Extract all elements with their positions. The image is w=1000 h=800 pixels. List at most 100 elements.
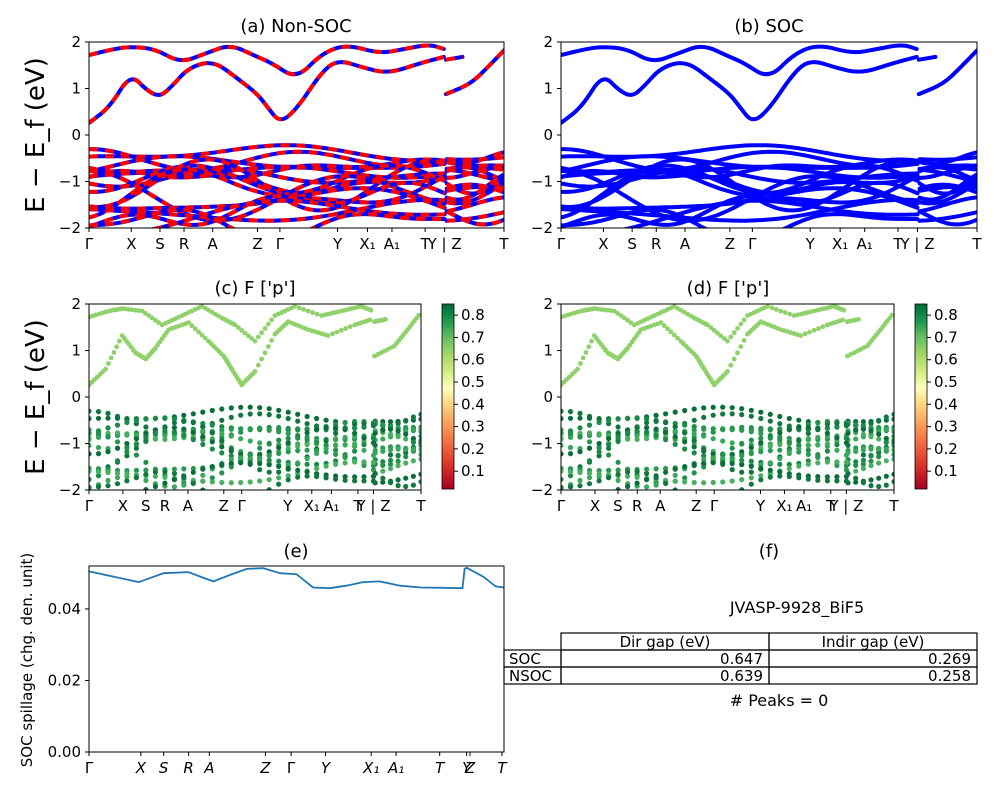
- proj-point: [748, 463, 754, 469]
- proj-point: [190, 420, 196, 426]
- proj-point: [729, 405, 735, 411]
- ylabel-row2: E − E_f (eV): [21, 319, 51, 475]
- proj-point: [758, 449, 764, 455]
- proj-point: [815, 425, 821, 431]
- proj-point: [661, 323, 667, 329]
- panel-e-xtick-label: Γ: [85, 759, 94, 777]
- proj-point: [805, 430, 811, 436]
- proj-point: [200, 424, 206, 430]
- proj-point: [748, 481, 754, 487]
- ylabel-row1: E − E_f (eV): [21, 57, 51, 213]
- colorbar-tick-label: 0.7: [934, 328, 958, 346]
- proj-point: [615, 416, 621, 422]
- proj-point: [739, 449, 745, 455]
- proj-point: [860, 447, 867, 453]
- proj-point: [710, 412, 716, 418]
- proj-point: [653, 426, 659, 432]
- proj-point: [731, 330, 737, 336]
- proj-point: [691, 427, 697, 433]
- proj-point: [330, 331, 335, 337]
- proj-point: [883, 439, 889, 446]
- proj-point: [304, 426, 310, 432]
- proj-point: [796, 438, 802, 444]
- proj-point: [361, 462, 367, 469]
- colorbar-d: [914, 303, 928, 490]
- proj-point: [682, 479, 688, 485]
- proj-point: [380, 422, 386, 428]
- proj-point: [868, 477, 874, 483]
- proj-point: [209, 422, 215, 428]
- colorbar-tick-label: 0.5: [934, 373, 958, 391]
- proj-point: [152, 483, 158, 490]
- proj-point: [410, 458, 416, 464]
- proj-point: [876, 460, 882, 466]
- proj-point: [219, 431, 225, 437]
- proj-point: [701, 433, 707, 439]
- proj-point: [395, 446, 401, 452]
- proj-point: [171, 484, 177, 490]
- band-line-overlay: [446, 165, 504, 180]
- proj-point: [370, 435, 377, 441]
- proj-point: [247, 438, 253, 444]
- proj-point: [786, 450, 792, 457]
- proj-point: [133, 474, 139, 481]
- proj-point: [596, 440, 602, 447]
- proj-point: [891, 479, 894, 485]
- proj-point: [739, 427, 745, 433]
- proj-point: [296, 305, 302, 311]
- proj-point: [219, 444, 225, 450]
- proj-point: [323, 424, 329, 431]
- panel-c-ytick-label: 2: [71, 295, 81, 313]
- proj-point: [796, 475, 802, 481]
- proj-point: [758, 465, 764, 471]
- panel-c-xtick-label: Y: [282, 497, 293, 515]
- panel-d-title: (d) F ['p']: [687, 278, 770, 299]
- band-line: [561, 163, 920, 196]
- proj-point: [798, 333, 804, 338]
- proj-point: [410, 435, 416, 442]
- proj-point: [285, 465, 291, 471]
- proj-point: [403, 475, 409, 481]
- proj-point: [615, 459, 621, 465]
- proj-point: [701, 460, 707, 466]
- proj-point: [891, 471, 894, 477]
- proj-point: [876, 446, 882, 452]
- proj-point: [418, 451, 421, 458]
- proj-point: [767, 460, 773, 466]
- proj-point: [209, 464, 215, 470]
- proj-point: [748, 407, 754, 413]
- band-line: [561, 43, 919, 77]
- proj-point: [259, 330, 264, 336]
- proj-point: [219, 450, 225, 456]
- proj-point: [410, 446, 416, 452]
- proj-point: [186, 320, 192, 325]
- panel-b-ytick-label: −1: [531, 173, 553, 191]
- proj-point: [266, 453, 272, 459]
- panel-d-xtick-label: X₁: [776, 497, 792, 515]
- panel-a-xtick-label: A: [208, 235, 219, 253]
- panel-c-xtick-label: X: [118, 497, 128, 515]
- proj-point: [380, 462, 386, 468]
- proj-point: [720, 438, 726, 444]
- proj-point: [644, 476, 650, 483]
- proj-point: [219, 424, 225, 430]
- proj-point: [259, 356, 264, 362]
- panel-d-xtick-label: S: [613, 497, 623, 515]
- band-line: [917, 209, 977, 227]
- proj-point: [323, 463, 329, 469]
- proj-point: [748, 437, 754, 443]
- colorbar-tick-label: 0.1: [934, 462, 958, 480]
- proj-point: [853, 459, 859, 465]
- proj-point: [219, 438, 225, 444]
- band-line: [917, 184, 977, 193]
- proj-point: [181, 432, 187, 438]
- proj-point: [577, 469, 583, 476]
- proj-point: [853, 462, 859, 468]
- proj-point: [567, 469, 574, 475]
- proj-point: [845, 471, 851, 477]
- proj-point: [95, 469, 102, 475]
- proj-point: [725, 369, 730, 374]
- proj-point: [824, 425, 831, 431]
- proj-point: [89, 476, 92, 482]
